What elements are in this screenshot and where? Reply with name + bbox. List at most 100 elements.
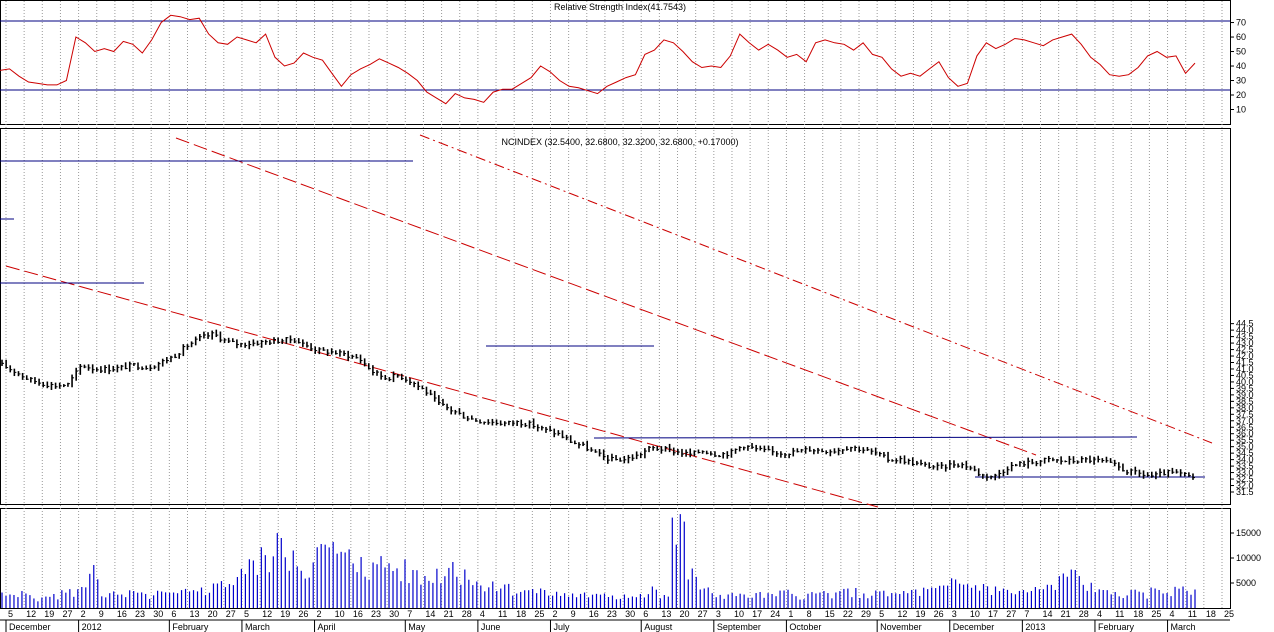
- day-tick-label: 26: [298, 609, 308, 619]
- day-tick-label: 27: [1006, 609, 1016, 619]
- day-tick-label: 5: [244, 609, 249, 619]
- day-tick-label: 12: [26, 609, 36, 619]
- month-label: February: [1098, 622, 1135, 632]
- day-tick-label: 23: [135, 609, 145, 619]
- day-tick-label: 28: [1079, 609, 1089, 619]
- price-bars: [1, 329, 1195, 481]
- month-label: June: [481, 622, 501, 632]
- day-tick-label: 10: [335, 609, 345, 619]
- price-tick-label: 33.0: [1236, 468, 1254, 478]
- day-tick-label: 10: [970, 609, 980, 619]
- day-tick-label: 28: [462, 609, 472, 619]
- month-label: December: [9, 622, 51, 632]
- month-label: March: [245, 622, 270, 632]
- price-tick-label: 34.0: [1236, 455, 1254, 465]
- day-tick-label: 17: [988, 609, 998, 619]
- volume-tick-label: 5000: [1236, 578, 1256, 588]
- day-tick-label: 13: [189, 609, 199, 619]
- day-tick-label: 11: [1115, 609, 1124, 619]
- day-tick-label: 18: [1206, 609, 1216, 619]
- day-tick-label: 6: [643, 609, 648, 619]
- price-tick-label: 32.5: [1236, 474, 1254, 484]
- price-tick-label: 44.5: [1236, 319, 1254, 329]
- day-tick-label: 10: [734, 609, 744, 619]
- price-tick-label: 31.5: [1236, 487, 1254, 497]
- price-tick-label: 44.0: [1236, 325, 1254, 335]
- day-tick-label: 4: [1170, 609, 1175, 619]
- price-tick-label: 39.5: [1236, 383, 1254, 393]
- rsi-tick-label: 10: [1236, 105, 1246, 115]
- day-tick-label: 17: [752, 609, 762, 619]
- volume-axis: 5000 10000 15000: [1230, 528, 1261, 588]
- day-tick-label: 2: [552, 609, 557, 619]
- month-label: November: [880, 622, 922, 632]
- day-tick-label: 20: [208, 609, 218, 619]
- day-tick-label: 20: [680, 609, 690, 619]
- day-tick-label: 25: [1151, 609, 1161, 619]
- day-tick-label: 22: [843, 609, 853, 619]
- volume-tick-label: 15000: [1236, 528, 1261, 538]
- price-tick-label: 36.5: [1236, 422, 1254, 432]
- price-tick-label: 43.5: [1236, 332, 1254, 342]
- price-tick-label: 32.0: [1236, 481, 1254, 491]
- day-tick-label: 1: [788, 609, 793, 619]
- day-tick-label: 30: [153, 609, 163, 619]
- month-label: March: [1171, 622, 1196, 632]
- price-tick-label: 39.0: [1236, 390, 1254, 400]
- price-title: NCINDEX (32.5400, 32.6800, 32.3200, 32.6…: [502, 137, 739, 147]
- day-tick-label: 18: [1133, 609, 1143, 619]
- day-tick-label: 9: [571, 609, 576, 619]
- day-tick-label: 30: [625, 609, 635, 619]
- price-tick-label: 41.5: [1236, 358, 1254, 368]
- day-tick-label: 14: [1043, 609, 1053, 619]
- day-tick-label: 5: [879, 609, 884, 619]
- month-label: May: [408, 622, 426, 632]
- rsi-series-line: [0, 14, 1196, 105]
- price-tick-label: 35.5: [1236, 435, 1254, 445]
- day-tick-label: 8: [807, 609, 812, 619]
- rsi-panel: Relative Strength Index(41.7543) 10 20 30 4…: [0, 2, 1246, 115]
- rsi-tick-label: 40: [1236, 61, 1246, 71]
- day-tick-label: 11: [1188, 609, 1197, 619]
- price-panel-frame: [0, 128, 1231, 505]
- day-tick-label: 16: [353, 609, 363, 619]
- day-tick-label: 27: [698, 609, 708, 619]
- price-tick-label: 36.0: [1236, 429, 1254, 439]
- price-tick-label: 38.5: [1236, 396, 1254, 406]
- day-tick-label: 2: [81, 609, 86, 619]
- day-tick-label: 3: [716, 609, 721, 619]
- price-tick-label: 42.0: [1236, 351, 1254, 361]
- day-tick-label: 24: [770, 609, 780, 619]
- day-tick-label: 16: [589, 609, 599, 619]
- month-label: August: [644, 622, 673, 632]
- rsi-panel-frame: [0, 0, 1231, 125]
- price-tick-label: 34.5: [1236, 448, 1254, 458]
- price-tick-label: 43.0: [1236, 338, 1254, 348]
- day-tick-label: 27: [226, 609, 236, 619]
- day-tick-label: 14: [425, 609, 435, 619]
- vertical-gridlines: [5, 1, 1223, 608]
- rsi-tick-label: 60: [1236, 32, 1246, 42]
- rsi-title: Relative Strength Index(41.7543): [554, 2, 686, 12]
- month-label: 2012: [82, 622, 102, 632]
- rsi-axis: 10 20 30 40 50 60 70: [1230, 18, 1246, 115]
- month-label: December: [953, 622, 995, 632]
- day-tick-label: 23: [607, 609, 617, 619]
- day-tick-label: 13: [661, 609, 671, 619]
- day-tick-label: 15: [825, 609, 835, 619]
- day-tick-label: 12: [262, 609, 272, 619]
- month-label: April: [318, 622, 336, 632]
- day-tick-label: 3: [952, 609, 957, 619]
- volume-tick-label: 10000: [1236, 553, 1261, 563]
- price-tick-label: 33.5: [1236, 461, 1254, 471]
- price-tick-label: 41.0: [1236, 364, 1254, 374]
- price-tick-label: 38.0: [1236, 403, 1254, 413]
- price-panel: NCINDEX (32.5400, 32.6800, 32.3200, 32.6…: [0, 134, 1254, 508]
- month-label: September: [717, 622, 761, 632]
- day-tick-label: 26: [934, 609, 944, 619]
- month-label: October: [789, 622, 821, 632]
- day-tick-label: 18: [516, 609, 526, 619]
- day-tick-label: 7: [1024, 609, 1029, 619]
